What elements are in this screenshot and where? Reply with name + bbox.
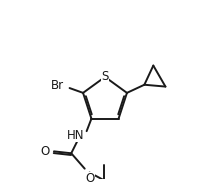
Text: HN: HN xyxy=(67,129,85,142)
Text: O: O xyxy=(86,171,95,185)
Text: O: O xyxy=(41,145,50,158)
Text: S: S xyxy=(101,70,109,83)
Text: Br: Br xyxy=(51,79,64,92)
